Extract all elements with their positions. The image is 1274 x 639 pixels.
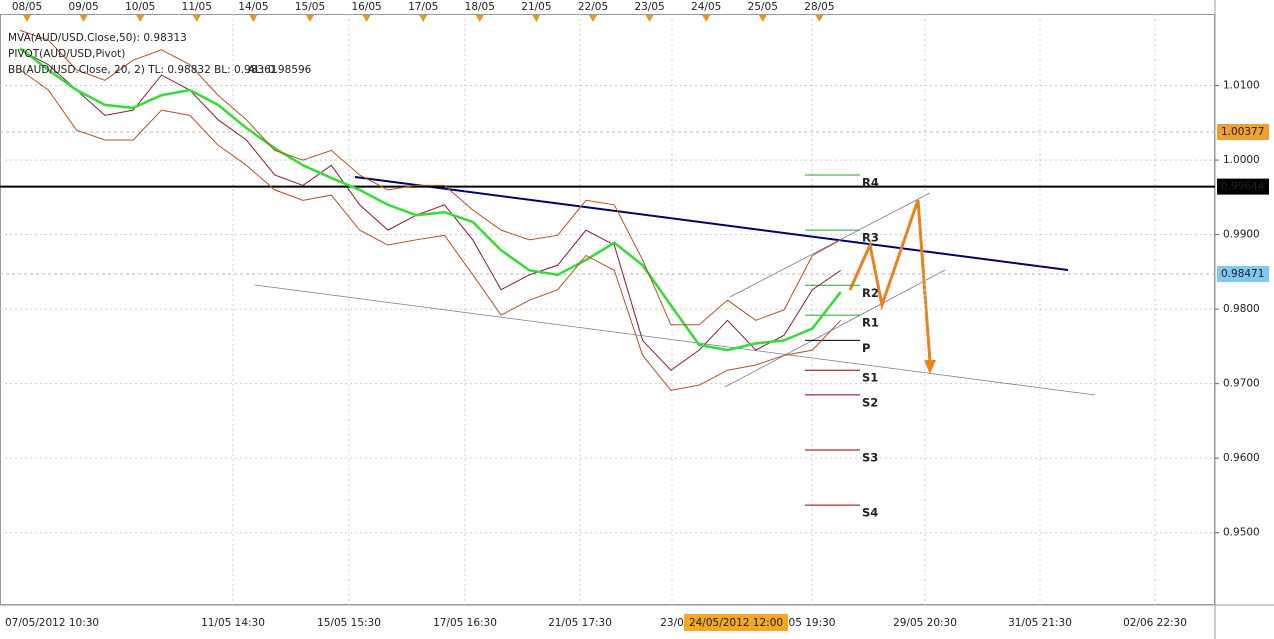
bollinger-band — [19, 29, 841, 326]
time-cursor — [684, 614, 788, 631]
level-box — [1217, 178, 1269, 195]
date-label: 09/05 — [68, 1, 98, 13]
date-label: 16/05 — [351, 1, 381, 13]
y-tick-label: 0.9700 — [1223, 378, 1260, 390]
x-tick-label: 05 19:30 — [789, 617, 836, 629]
y-tick-label: 0.9800 — [1223, 303, 1260, 315]
date-label: 10/05 — [125, 1, 155, 13]
x-tick-label: 23/0 — [660, 617, 684, 629]
x-tick-label: 21/05 17:30 — [548, 617, 612, 629]
date-label: 24/05 — [691, 1, 721, 13]
legend-entry: MVA(AUD/USD.Close,50): 0.98313 — [8, 32, 187, 44]
pivot-label: S1 — [862, 371, 878, 385]
level-box — [1217, 266, 1269, 283]
level-label: 0.98471 — [1221, 268, 1264, 280]
pivot-label: R2 — [862, 286, 879, 300]
date-marker — [532, 15, 541, 22]
y-tick-label: 1.0000 — [1223, 154, 1260, 166]
date-marker — [702, 15, 711, 22]
pivot-label: S4 — [862, 506, 878, 520]
y-tick-label: 0.9600 — [1223, 452, 1260, 464]
x-tick-label: 24/05/2012 12:00 — [689, 617, 783, 629]
level-label: 1.00377 — [1221, 126, 1264, 138]
date-marker — [136, 15, 145, 22]
date-marker — [23, 15, 31, 22]
date-label: 28/05 — [804, 1, 834, 13]
bollinger-band — [19, 69, 842, 391]
date-marker — [419, 15, 428, 22]
trend-line — [254, 284, 1096, 396]
arrow-head — [924, 360, 936, 374]
channel-line — [729, 192, 931, 298]
pivot-label: R4 — [862, 175, 879, 189]
date-marker — [192, 15, 201, 22]
channel-line — [724, 269, 946, 388]
pivot-label: S3 — [862, 450, 878, 464]
trend-line — [354, 176, 1069, 271]
level-box — [1217, 123, 1269, 140]
pivot-label: P — [862, 341, 870, 355]
date-label: 11/05 — [182, 1, 212, 13]
moving-average — [19, 47, 842, 352]
drawings — [254, 176, 1096, 396]
date-label: 21/05 — [521, 1, 551, 13]
date-marker — [79, 15, 88, 22]
x-tick-label: 31/05 21:30 — [1008, 617, 1072, 629]
date-label: 25/05 — [748, 1, 778, 13]
date-label: 14/05 — [238, 1, 268, 13]
date-label: 22/05 — [578, 1, 608, 13]
date-label: 23/05 — [634, 1, 664, 13]
date-marker — [815, 15, 824, 22]
date-marker — [306, 15, 314, 22]
y-tick-label: 0.9500 — [1223, 527, 1260, 539]
date-marker — [362, 15, 371, 22]
date-label: 17/05 — [408, 1, 438, 13]
x-tick-label: 29/05 20:30 — [893, 617, 957, 629]
pivot-label: R1 — [862, 316, 879, 330]
x-tick-label: 17/05 16:30 — [433, 617, 497, 629]
legend-entry: AL: 0.98596 — [248, 64, 312, 76]
date-label: 08/05 — [12, 1, 42, 13]
level-label: 0.99644 — [1221, 181, 1265, 193]
pivot-label: S2 — [862, 395, 878, 409]
date-marker — [645, 15, 654, 22]
y-tick-label: 1.0100 — [1223, 80, 1260, 92]
legend-entry: BB(AUD/USD.Close, 20, 2) TL: 0.98832 BL:… — [8, 64, 277, 76]
y-tick-label: 0.9900 — [1223, 229, 1260, 241]
date-marker — [758, 15, 767, 22]
forecast-arrow — [848, 199, 932, 363]
date-label: 15/05 — [295, 1, 325, 13]
x-tick-label: 02/06 22:30 — [1123, 617, 1187, 629]
legend-entry: PIVOT(AUD/USD,Pivot) — [8, 48, 125, 60]
pivot-label: R3 — [862, 231, 879, 245]
x-tick-label: 15/05 15:30 — [317, 617, 381, 629]
date-marker — [249, 15, 258, 22]
date-marker — [589, 15, 597, 22]
x-tick-label: 11/05 14:30 — [201, 617, 265, 629]
date-label: 18/05 — [465, 1, 495, 13]
date-marker — [475, 15, 484, 22]
x-tick-label: 07/05/2012 10:30 — [5, 617, 99, 629]
